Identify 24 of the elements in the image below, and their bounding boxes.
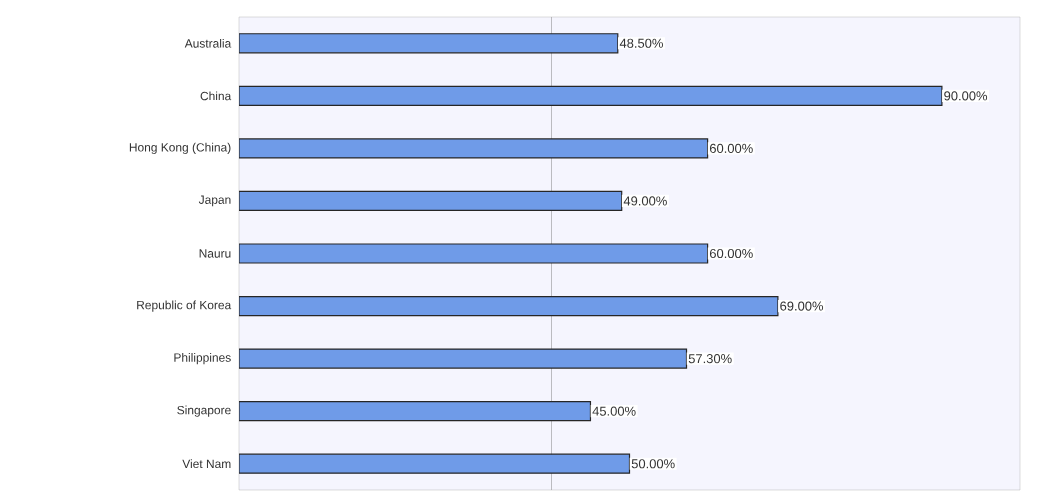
data-label: 50.00% — [631, 459, 675, 469]
data-label: 60.00% — [709, 248, 753, 259]
bar — [239, 401, 592, 422]
y-tick-label: Nauru — [199, 249, 231, 258]
bar — [239, 85, 943, 107]
data-label: 90.00% — [944, 91, 988, 101]
y-tick-label: Hong Kong (China) — [129, 142, 231, 155]
data-label: 45.00% — [592, 406, 636, 416]
data-label: 49.00% — [623, 196, 667, 206]
y-tick-label: Philippines — [174, 353, 231, 365]
y-tick-label: Australia — [184, 38, 232, 48]
y-tick-label: Singapore — [177, 405, 231, 417]
y-tick-label: Japan — [198, 195, 231, 207]
bar — [239, 296, 779, 317]
data-label: 60.00% — [709, 143, 753, 154]
y-tick-label: China — [200, 91, 232, 101]
data-label: 48.50% — [619, 38, 663, 48]
data-label: 57.30% — [688, 354, 732, 364]
y-tick-label: Viet Nam — [182, 459, 231, 469]
bar — [239, 453, 631, 474]
data-label: 69.00% — [780, 301, 824, 311]
bar — [239, 190, 623, 212]
y-tick-label: Republic of Korea — [137, 300, 232, 312]
bar — [239, 33, 619, 54]
